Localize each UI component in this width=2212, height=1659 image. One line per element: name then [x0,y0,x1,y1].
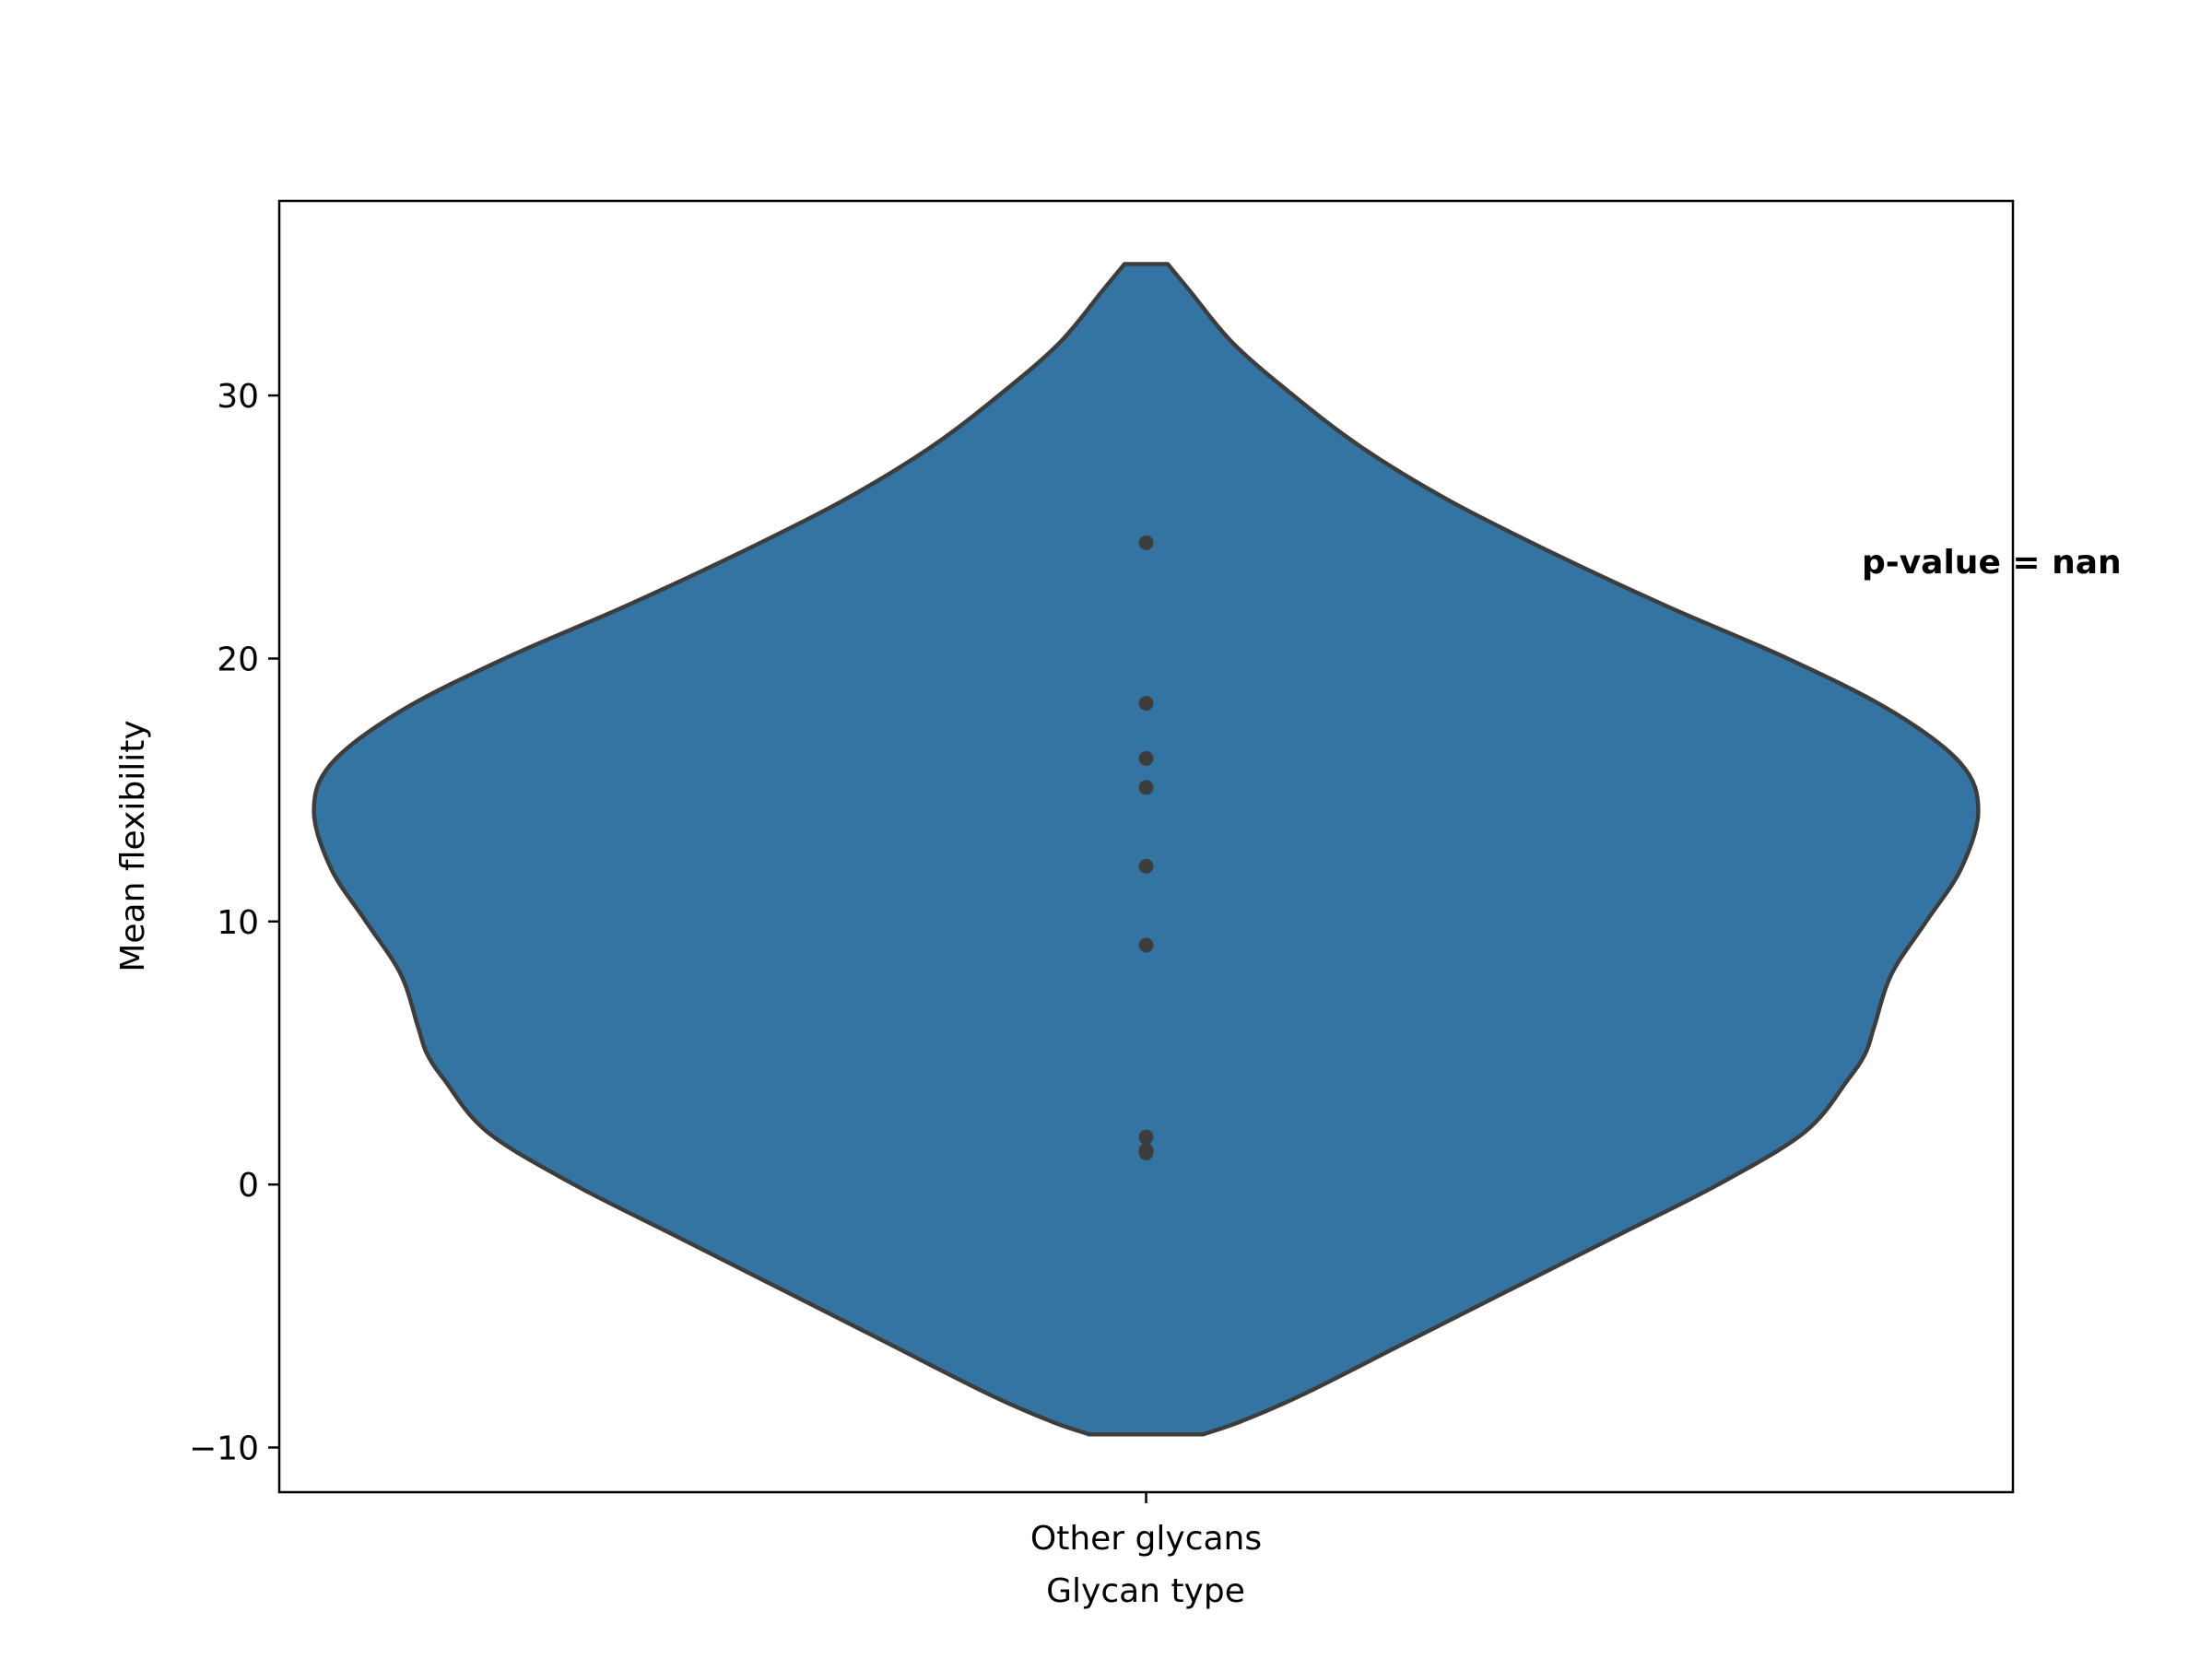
p-value-annotation: p-value = nan [1862,544,2122,582]
y-axis-label: Mean flexibility [114,720,152,971]
x-axis-label: Glycan type [1046,1572,1245,1610]
data-point [1138,937,1154,953]
data-point [1138,535,1154,550]
x-axis: Other glycans [1030,1492,1262,1558]
y-tick-label: 0 [238,1167,259,1205]
x-tick-label: Other glycans [1030,1520,1262,1558]
y-tick-label: 10 [217,904,259,942]
data-point [1138,750,1154,766]
violin-layer [312,262,1981,1437]
data-point [1138,1145,1154,1160]
y-tick-label: 30 [217,378,259,416]
data-point [1138,1129,1154,1145]
violin-body [312,262,1981,1437]
points-layer [1138,535,1154,1160]
y-tick-label: −10 [189,1430,259,1468]
data-point [1138,858,1154,874]
data-point [1138,696,1154,711]
data-point [1138,780,1154,795]
y-axis: −10 0 10 20 30 [189,378,279,1468]
y-tick-label: 20 [217,641,259,679]
